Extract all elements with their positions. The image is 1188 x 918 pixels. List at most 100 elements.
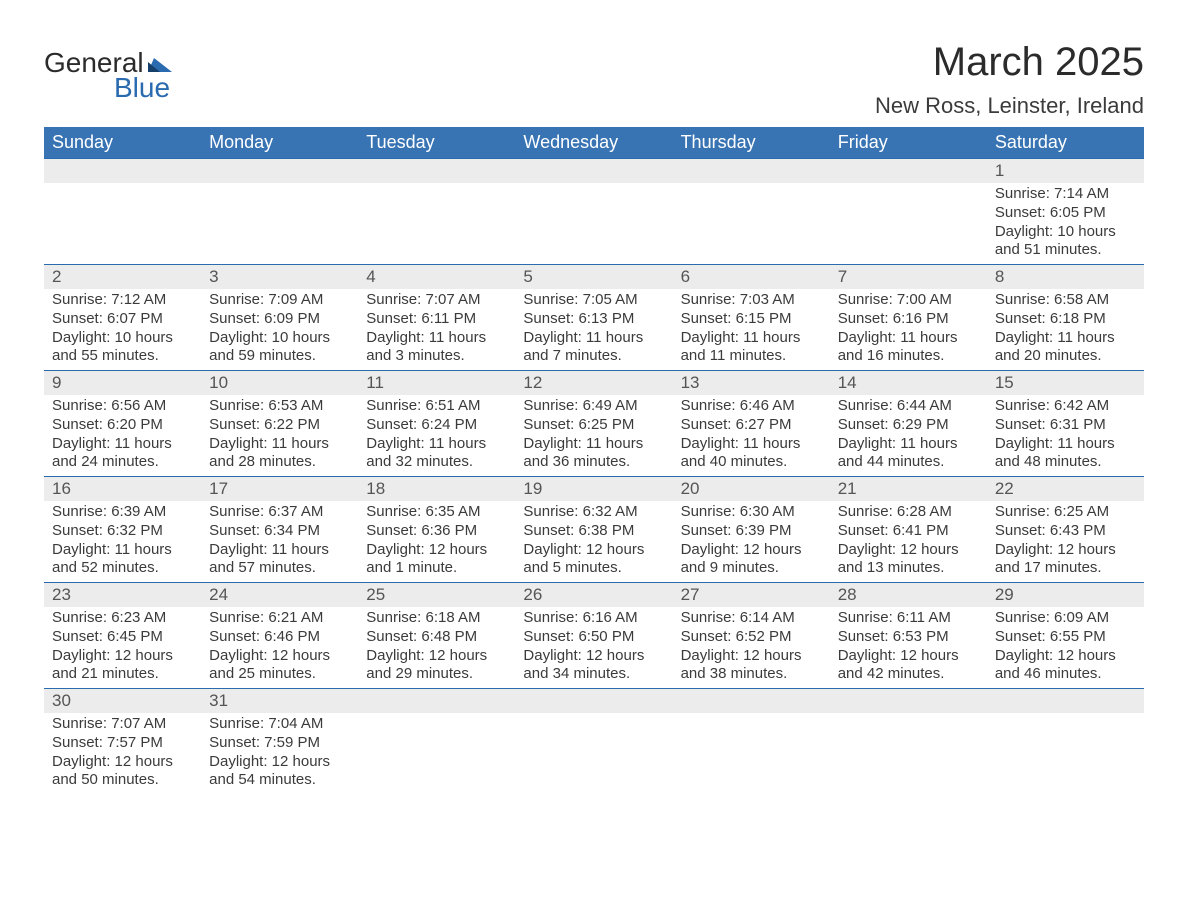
calendar-cell bbox=[358, 159, 515, 265]
sunrise-line: Sunrise: 6:37 AM bbox=[209, 503, 350, 522]
day-details: Sunrise: 6:44 AMSunset: 6:29 PMDaylight:… bbox=[830, 395, 987, 476]
sunrise-line: Sunrise: 7:07 AM bbox=[366, 291, 507, 310]
day-number: 4 bbox=[358, 265, 515, 289]
day-details bbox=[673, 183, 830, 243]
day-details: Sunrise: 6:35 AMSunset: 6:36 PMDaylight:… bbox=[358, 501, 515, 582]
sunset-line: Sunset: 6:36 PM bbox=[366, 522, 507, 541]
daylight-line: Daylight: 12 hours and 54 minutes. bbox=[209, 753, 350, 791]
sunset-line: Sunset: 7:57 PM bbox=[52, 734, 193, 753]
calendar-row: 23Sunrise: 6:23 AMSunset: 6:45 PMDayligh… bbox=[44, 583, 1144, 689]
logo-text-2: Blue bbox=[44, 75, 170, 100]
sunrise-line: Sunrise: 6:42 AM bbox=[995, 397, 1136, 416]
calendar-cell: 6Sunrise: 7:03 AMSunset: 6:15 PMDaylight… bbox=[673, 265, 830, 371]
sunrise-line: Sunrise: 6:16 AM bbox=[523, 609, 664, 628]
calendar-page: General Blue March 2025 New Ross, Leinst… bbox=[44, 40, 1144, 794]
sunset-line: Sunset: 6:22 PM bbox=[209, 416, 350, 435]
day-details: Sunrise: 6:16 AMSunset: 6:50 PMDaylight:… bbox=[515, 607, 672, 688]
day-details: Sunrise: 6:37 AMSunset: 6:34 PMDaylight:… bbox=[201, 501, 358, 582]
day-number: 8 bbox=[987, 265, 1144, 289]
day-number: 7 bbox=[830, 265, 987, 289]
daylight-line: Daylight: 12 hours and 21 minutes. bbox=[52, 647, 193, 685]
daylight-line: Daylight: 10 hours and 51 minutes. bbox=[995, 223, 1136, 261]
calendar-cell: 9Sunrise: 6:56 AMSunset: 6:20 PMDaylight… bbox=[44, 371, 201, 477]
day-details: Sunrise: 7:03 AMSunset: 6:15 PMDaylight:… bbox=[673, 289, 830, 370]
sunrise-line: Sunrise: 6:39 AM bbox=[52, 503, 193, 522]
sunrise-line: Sunrise: 6:18 AM bbox=[366, 609, 507, 628]
calendar-cell bbox=[673, 159, 830, 265]
sunset-line: Sunset: 6:24 PM bbox=[366, 416, 507, 435]
calendar-cell: 13Sunrise: 6:46 AMSunset: 6:27 PMDayligh… bbox=[673, 371, 830, 477]
calendar-cell bbox=[201, 159, 358, 265]
daylight-line: Daylight: 11 hours and 28 minutes. bbox=[209, 435, 350, 473]
calendar-cell bbox=[515, 159, 672, 265]
day-number: 22 bbox=[987, 477, 1144, 501]
day-number: 1 bbox=[987, 159, 1144, 183]
day-number: 27 bbox=[673, 583, 830, 607]
title-block: March 2025 New Ross, Leinster, Ireland bbox=[875, 40, 1144, 119]
sunrise-line: Sunrise: 7:09 AM bbox=[209, 291, 350, 310]
sunset-line: Sunset: 6:45 PM bbox=[52, 628, 193, 647]
calendar-row: 9Sunrise: 6:56 AMSunset: 6:20 PMDaylight… bbox=[44, 371, 1144, 477]
daylight-line: Daylight: 12 hours and 50 minutes. bbox=[52, 753, 193, 791]
logo: General Blue bbox=[44, 40, 172, 100]
daylight-line: Daylight: 12 hours and 46 minutes. bbox=[995, 647, 1136, 685]
calendar-cell: 12Sunrise: 6:49 AMSunset: 6:25 PMDayligh… bbox=[515, 371, 672, 477]
calendar-cell: 31Sunrise: 7:04 AMSunset: 7:59 PMDayligh… bbox=[201, 689, 358, 795]
day-number: 6 bbox=[673, 265, 830, 289]
calendar-cell: 25Sunrise: 6:18 AMSunset: 6:48 PMDayligh… bbox=[358, 583, 515, 689]
daylight-line: Daylight: 12 hours and 9 minutes. bbox=[681, 541, 822, 579]
sunrise-line: Sunrise: 6:46 AM bbox=[681, 397, 822, 416]
day-details: Sunrise: 6:56 AMSunset: 6:20 PMDaylight:… bbox=[44, 395, 201, 476]
day-number: 25 bbox=[358, 583, 515, 607]
sunset-line: Sunset: 6:48 PM bbox=[366, 628, 507, 647]
sunset-line: Sunset: 6:20 PM bbox=[52, 416, 193, 435]
daylight-line: Daylight: 12 hours and 5 minutes. bbox=[523, 541, 664, 579]
day-details: Sunrise: 6:39 AMSunset: 6:32 PMDaylight:… bbox=[44, 501, 201, 582]
day-number: 15 bbox=[987, 371, 1144, 395]
sunset-line: Sunset: 6:18 PM bbox=[995, 310, 1136, 329]
sunrise-line: Sunrise: 6:28 AM bbox=[838, 503, 979, 522]
day-number: 29 bbox=[987, 583, 1144, 607]
sunrise-line: Sunrise: 6:32 AM bbox=[523, 503, 664, 522]
day-details: Sunrise: 7:05 AMSunset: 6:13 PMDaylight:… bbox=[515, 289, 672, 370]
calendar-cell: 11Sunrise: 6:51 AMSunset: 6:24 PMDayligh… bbox=[358, 371, 515, 477]
sunrise-line: Sunrise: 6:58 AM bbox=[995, 291, 1136, 310]
day-number: 13 bbox=[673, 371, 830, 395]
calendar-cell bbox=[515, 689, 672, 795]
day-details: Sunrise: 6:42 AMSunset: 6:31 PMDaylight:… bbox=[987, 395, 1144, 476]
sunset-line: Sunset: 6:15 PM bbox=[681, 310, 822, 329]
day-number: 16 bbox=[44, 477, 201, 501]
day-details: Sunrise: 6:25 AMSunset: 6:43 PMDaylight:… bbox=[987, 501, 1144, 582]
weekday-header: Tuesday bbox=[358, 127, 515, 159]
calendar-cell: 21Sunrise: 6:28 AMSunset: 6:41 PMDayligh… bbox=[830, 477, 987, 583]
calendar-cell: 15Sunrise: 6:42 AMSunset: 6:31 PMDayligh… bbox=[987, 371, 1144, 477]
sunset-line: Sunset: 6:46 PM bbox=[209, 628, 350, 647]
sunset-line: Sunset: 6:52 PM bbox=[681, 628, 822, 647]
day-details: Sunrise: 6:23 AMSunset: 6:45 PMDaylight:… bbox=[44, 607, 201, 688]
daylight-line: Daylight: 12 hours and 34 minutes. bbox=[523, 647, 664, 685]
day-number bbox=[515, 159, 672, 183]
day-details: Sunrise: 6:53 AMSunset: 6:22 PMDaylight:… bbox=[201, 395, 358, 476]
sunset-line: Sunset: 6:16 PM bbox=[838, 310, 979, 329]
sunrise-line: Sunrise: 7:03 AM bbox=[681, 291, 822, 310]
day-number: 11 bbox=[358, 371, 515, 395]
day-number: 14 bbox=[830, 371, 987, 395]
daylight-line: Daylight: 11 hours and 11 minutes. bbox=[681, 329, 822, 367]
day-number: 5 bbox=[515, 265, 672, 289]
calendar-cell: 1Sunrise: 7:14 AMSunset: 6:05 PMDaylight… bbox=[987, 159, 1144, 265]
day-details bbox=[358, 183, 515, 243]
sunrise-line: Sunrise: 7:04 AM bbox=[209, 715, 350, 734]
day-details: Sunrise: 7:04 AMSunset: 7:59 PMDaylight:… bbox=[201, 713, 358, 794]
day-details bbox=[44, 183, 201, 243]
calendar-cell: 22Sunrise: 6:25 AMSunset: 6:43 PMDayligh… bbox=[987, 477, 1144, 583]
calendar-cell: 19Sunrise: 6:32 AMSunset: 6:38 PMDayligh… bbox=[515, 477, 672, 583]
sunset-line: Sunset: 6:07 PM bbox=[52, 310, 193, 329]
sunset-line: Sunset: 6:13 PM bbox=[523, 310, 664, 329]
daylight-line: Daylight: 11 hours and 3 minutes. bbox=[366, 329, 507, 367]
header: General Blue March 2025 New Ross, Leinst… bbox=[44, 40, 1144, 119]
weekday-header: Friday bbox=[830, 127, 987, 159]
day-details: Sunrise: 6:32 AMSunset: 6:38 PMDaylight:… bbox=[515, 501, 672, 582]
weekday-header-row: SundayMondayTuesdayWednesdayThursdayFrid… bbox=[44, 127, 1144, 159]
day-details: Sunrise: 6:28 AMSunset: 6:41 PMDaylight:… bbox=[830, 501, 987, 582]
day-number bbox=[673, 159, 830, 183]
